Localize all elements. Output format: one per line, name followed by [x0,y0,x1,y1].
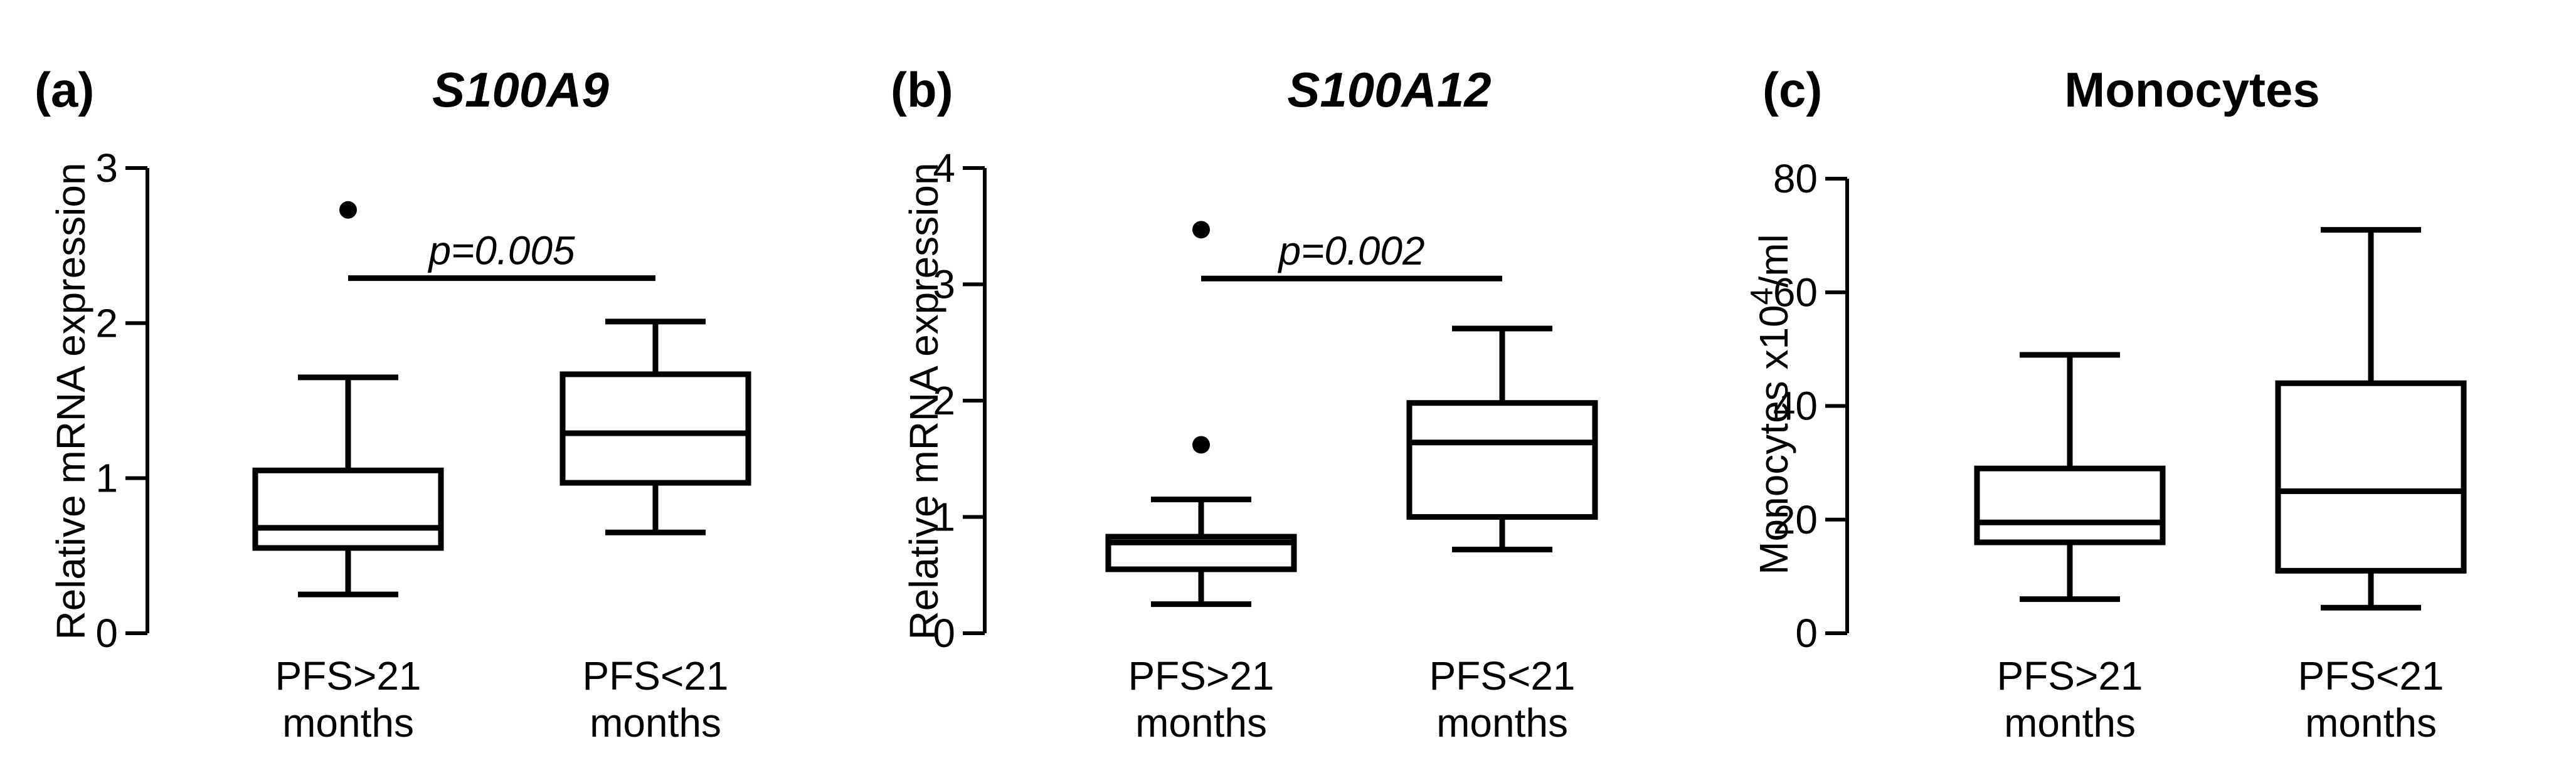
box-2 [2275,227,2467,611]
outlier-point [339,201,357,219]
outlier-point [1192,436,1210,454]
category-label: PFS<21 months [1429,653,1575,745]
y-tick-label: 60 [1773,270,1818,315]
y-axis-label: Monocytes x104/ml [1744,234,1796,575]
y-axis-label: Relative mRNA expression [48,162,93,640]
iqr-box [559,371,751,486]
category-label: PFS<21 months [2298,653,2444,745]
panel-c: (c) Monocytes 0 20 40 60 80 Monocytes x104/ml PF… [1744,62,2467,745]
y-tick-label: 2 [933,378,955,423]
y-tick-label: 40 [1773,384,1818,429]
category-label: PFS>21 months [275,653,421,745]
y-tick-label: 0 [95,611,118,656]
panel-letter: (b) [891,62,953,117]
category-label: PFS>21 months [1996,653,2143,745]
y-axis-label: Relative mRNA expression [901,162,946,640]
box-1 [252,201,444,597]
iqr-box [2275,380,2467,574]
y-tick-label: 0 [1795,611,1818,656]
y-tick-label: 1 [933,495,955,540]
iqr-box [252,467,444,551]
y-tick-label: 2 [95,300,118,345]
outlier-point [1192,221,1210,239]
y-tick-label: 0 [933,611,955,656]
category-label: PFS<21 months [582,653,728,745]
box-2 [559,318,751,535]
iqr-box [1974,465,2166,545]
y-tick-label: 4 [933,145,955,191]
box-1 [1105,221,1297,608]
p-value-label: p=0.002 [1277,228,1424,273]
box-1 [1974,352,2166,603]
panel-title: S100A12 [1287,62,1491,117]
y-tick-label: 20 [1773,497,1818,542]
category-label: PFS>21 months [1128,653,1274,745]
iqr-box [1406,400,1598,520]
p-value-label: p=0.005 [427,228,575,273]
y-tick-label: 1 [95,456,118,501]
y-tick-label: 3 [95,145,118,191]
y-tick-label: 3 [933,262,955,307]
panel-title: Monocytes [2064,62,2319,117]
panel-letter: (a) [34,62,94,117]
panel-letter: (c) [1762,62,1822,117]
y-tick-label: 80 [1773,156,1818,201]
box-2 [1406,325,1598,552]
panel-title: S100A9 [432,62,609,117]
